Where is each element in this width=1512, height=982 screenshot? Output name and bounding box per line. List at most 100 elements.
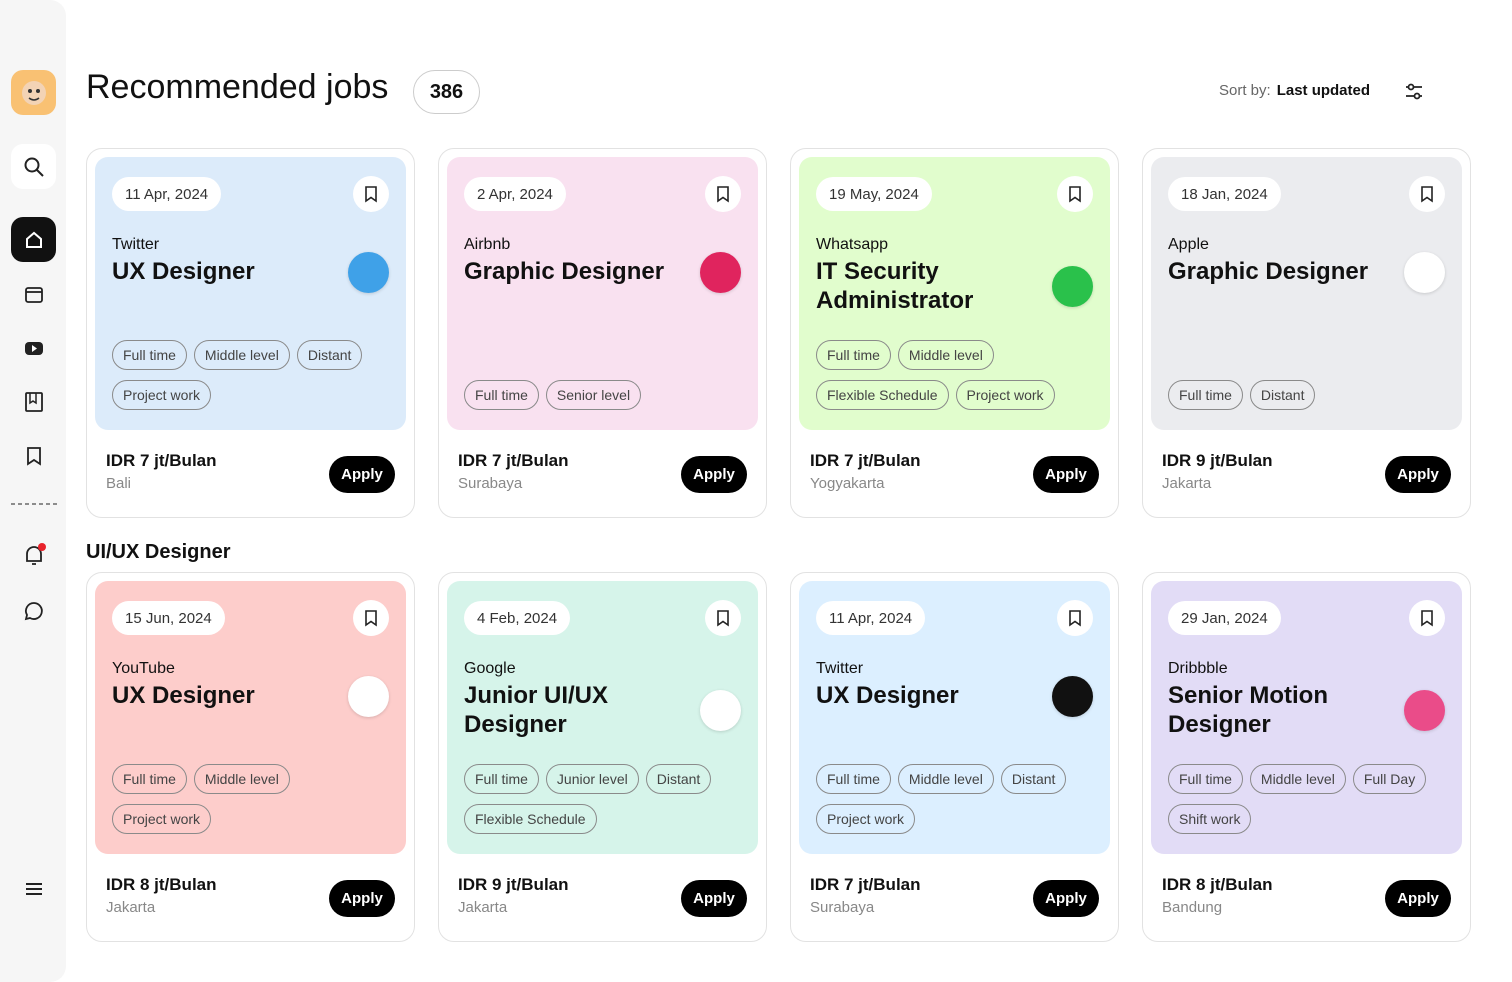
job-tag: Middle level [897,764,994,794]
job-card: 15 Jun, 2024 YouTube UX Designer Full time M… [86,572,415,942]
calendar-button[interactable] [11,271,56,316]
company-logo [1404,690,1445,731]
location: Jakarta [458,899,508,916]
job-tag: Full Day [1352,764,1427,794]
job-title: IT Security Administrator [816,258,974,314]
salary: IDR 9 jt/Bulan [1162,451,1273,470]
search-button[interactable] [11,144,56,189]
job-tag: Distant [645,764,712,794]
job-row: 11 Apr, 2024 Twitter UX Designer Full time M… [86,148,1471,518]
bookmark-button[interactable] [1409,600,1445,636]
job-tag: Middle level [897,340,994,370]
job-card: 4 Feb, 2024 Google Junior UI/UX Designer Fu… [438,572,767,942]
bookmark-button[interactable] [353,600,389,636]
apply-button[interactable]: Apply [681,880,747,917]
menu-button[interactable] [11,866,56,911]
job-card-header: 11 Apr, 2024 Twitter UX Designer Full time M… [799,581,1110,854]
job-card: 2 Apr, 2024 Airbnb Graphic Designer Full ti… [438,148,767,518]
saved-button[interactable] [11,433,56,478]
company-name: Airbnb [464,236,511,253]
company-name: Google [464,660,516,677]
company-logo [700,690,741,731]
job-tag: Full time [464,764,539,794]
job-tag: Middle level [1249,764,1346,794]
bookmark-button[interactable] [1057,600,1093,636]
job-tag: Full time [816,764,891,794]
tag-list: Full time Distant [1168,380,1445,410]
filter-icon[interactable] [1404,82,1424,102]
job-tag: Middle level [193,764,290,794]
tag-list: Full time Middle level Distant Project work [816,764,1093,834]
salary: IDR 8 jt/Bulan [1162,875,1273,894]
company-name: Apple [1168,236,1209,253]
bookmark-button[interactable] [705,600,741,636]
library-button[interactable] [11,379,56,424]
company-logo [1052,675,1093,717]
job-tag: Project work [112,804,212,834]
job-card-header: 4 Feb, 2024 Google Junior UI/UX Designer Fu… [447,581,758,854]
location: Jakarta [1162,475,1212,492]
apply-button[interactable]: Apply [1385,880,1451,917]
location: Bandung [1162,899,1223,916]
job-tag: Full time [112,340,187,370]
job-tag: Middle level [193,340,290,370]
job-title: UX Designer [112,682,255,709]
tag-list: Full time Junior level Distant Flexible Sch… [464,764,741,834]
bookmark-button[interactable] [1057,176,1093,212]
company-logo [700,251,741,293]
job-tag: Junior level [545,764,639,794]
divider [11,503,57,505]
tag-list: Full time Senior level [464,380,741,410]
apply-button[interactable]: Apply [1033,456,1099,493]
salary: IDR 7 jt/Bulan [106,451,217,470]
bookmark-button[interactable] [705,176,741,212]
notification-button[interactable] [11,533,56,578]
job-card-header: 15 Jun, 2024 YouTube UX Designer Full time M… [95,581,406,854]
post-date: 18 Jan, 2024 [1168,177,1281,211]
home-button[interactable] [11,217,56,262]
job-tag: Full time [1168,764,1243,794]
avatar[interactable] [11,70,56,115]
apply-button[interactable]: Apply [1385,456,1451,493]
job-row: 15 Jun, 2024 YouTube UX Designer Full time M… [86,572,1471,942]
bookmark-button[interactable] [353,176,389,212]
job-tag: Distant [1249,380,1316,410]
tag-list: Full time Middle level Flexible Schedule Pr… [816,340,1093,410]
apply-button[interactable]: Apply [329,880,395,917]
job-card: 29 Jan, 2024 Dribbble Senior Motion Design… [1142,572,1471,942]
apply-button[interactable]: Apply [1033,880,1099,917]
apply-button[interactable]: Apply [329,456,395,493]
sort-value: Last updated [1276,82,1371,99]
company-name: Twitter [112,236,160,253]
page-title: Recommended jobs [86,68,389,106]
section-title: UI/UX Designer [86,541,231,563]
location: Bali [106,475,132,492]
company-logo [348,251,389,293]
company-name: Twitter [816,660,864,677]
job-tag: Full time [1168,380,1243,410]
job-count: 386 [413,70,480,114]
chat-button[interactable] [11,588,56,633]
job-tag: Project work [112,380,212,410]
location: Surabaya [810,899,875,916]
company-logo [1052,266,1093,307]
post-date: 11 Apr, 2024 [112,177,222,211]
job-tag: Distant [1000,764,1067,794]
job-title: Senior Motion Designer [1168,682,1328,738]
post-date: 19 May, 2024 [816,177,932,211]
salary: IDR 8 jt/Bulan [106,875,217,894]
job-tag: Project work [816,804,916,834]
video-button[interactable] [11,325,56,370]
tag-list: Full time Middle level Full Day Shift work [1168,764,1445,834]
job-tag: Distant [296,340,363,370]
job-title: UX Designer [816,682,959,709]
job-tag: Full time [112,764,187,794]
apply-button[interactable]: Apply [681,456,747,493]
salary: IDR 7 jt/Bulan [810,875,921,894]
post-date: 4 Feb, 2024 [464,601,571,635]
job-title: Graphic Designer [464,258,665,285]
bookmark-button[interactable] [1409,176,1445,212]
sort-control[interactable]: Sort by: Last updated [1219,82,1422,100]
sort-label: Sort by: [1219,82,1271,99]
